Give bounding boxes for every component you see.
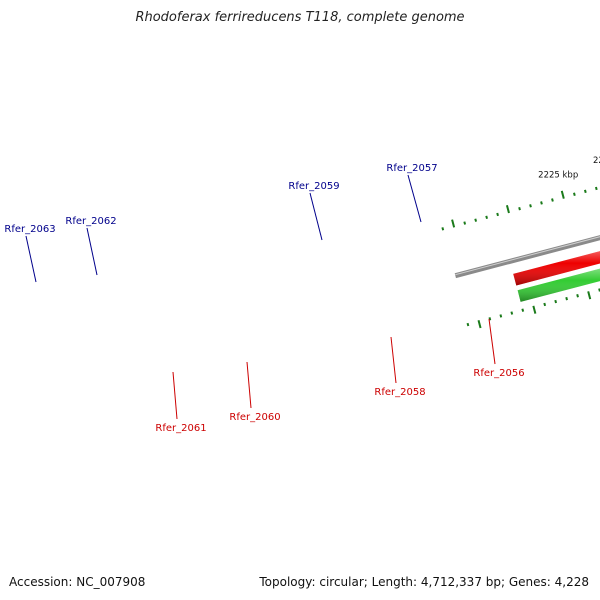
gene-label-leader — [488, 318, 496, 365]
gene-label[interactable]: Rfer_2060 — [229, 412, 280, 423]
gene-label-leader — [309, 192, 323, 241]
tick-mark — [477, 319, 482, 329]
accession-text: Accession: NC_007908 — [9, 575, 146, 589]
gene-label-leader — [246, 361, 252, 409]
gene-label-leader — [86, 227, 98, 276]
tick-label: 2226 kbp — [593, 156, 600, 166]
tick-mark — [560, 190, 565, 199]
gene-label-leader — [407, 174, 422, 223]
tick-layer: 2225 kbp2226 kbp2227 kbp2228 kbp2229 kbp… — [441, 156, 600, 329]
gene-label[interactable]: Rfer_2057 — [386, 163, 437, 174]
backbone-layer — [454, 235, 600, 279]
gene-label[interactable]: Rfer_2062 — [65, 216, 116, 227]
map-title: Rhodoferax ferrireducens T118, complete … — [135, 10, 465, 25]
tick-mark — [510, 311, 514, 315]
genome-backbone — [454, 235, 600, 279]
tick-mark — [594, 186, 598, 191]
gene-feature-shading — [513, 251, 600, 286]
tick-mark — [543, 302, 547, 307]
genome-summary-text: Topology: circular; Length: 4,712,337 bp… — [259, 575, 589, 589]
tick-mark — [576, 294, 579, 298]
tick-mark — [441, 227, 445, 231]
gene-label[interactable]: Rfer_2061 — [155, 423, 206, 434]
gene-label[interactable]: Rfer_2058 — [374, 387, 425, 398]
genome-backbone-highlight — [455, 236, 600, 276]
tick-mark — [529, 204, 532, 208]
tick-mark — [554, 299, 558, 304]
tick-mark — [573, 192, 576, 196]
tick-mark — [466, 322, 470, 327]
gene-label[interactable]: Rfer_2056 — [473, 368, 524, 379]
tick-mark — [587, 291, 592, 300]
tick-mark — [451, 219, 456, 228]
tick-mark — [540, 201, 543, 205]
tick-mark — [521, 308, 525, 312]
tick-mark — [551, 198, 554, 202]
tick-mark — [474, 218, 478, 222]
gene-label[interactable]: Rfer_2059 — [288, 181, 339, 192]
tick-mark — [565, 296, 568, 301]
tick-mark — [505, 204, 510, 214]
tick-label: 2225 kbp — [538, 170, 578, 180]
tick-mark — [463, 221, 467, 225]
gene-label-leader — [390, 336, 397, 384]
tick-mark — [488, 317, 492, 321]
tick-mark — [496, 212, 499, 217]
tick-mark — [532, 305, 537, 314]
gene-label-layer: Rfer_2063 Rfer_2062 Rfer_2059 Rfer_2057 Rfer… — [4, 163, 524, 434]
gene-feature-shading — [517, 268, 600, 302]
gene-label-leader — [25, 235, 37, 283]
tick-mark — [499, 314, 503, 318]
tick-mark — [518, 206, 521, 211]
tick-mark — [584, 189, 587, 194]
gene-label-leader — [172, 371, 178, 420]
tick-mark — [485, 215, 488, 219]
feature-layer — [513, 251, 600, 302]
gene-label[interactable]: Rfer_2063 — [4, 224, 55, 235]
